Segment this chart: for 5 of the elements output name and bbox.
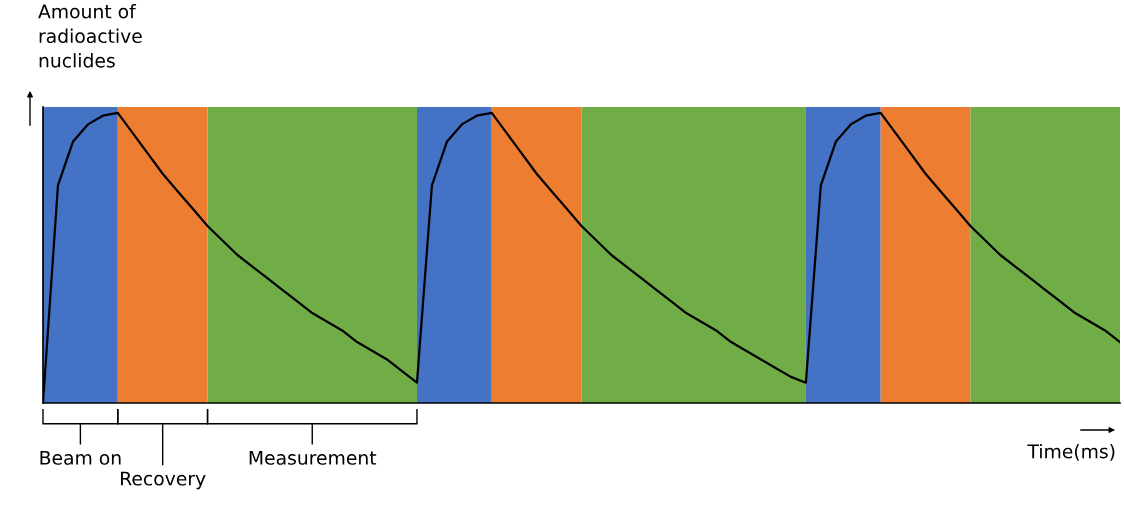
x-axis-title: Time(ms) — [1027, 443, 1115, 461]
text: Measurement — [249, 450, 377, 465]
y-axis-title: Amount of radioactive nuclides — [38, 4, 142, 68]
text: Beam on — [40, 450, 121, 465]
text: Recovery — [121, 471, 206, 490]
